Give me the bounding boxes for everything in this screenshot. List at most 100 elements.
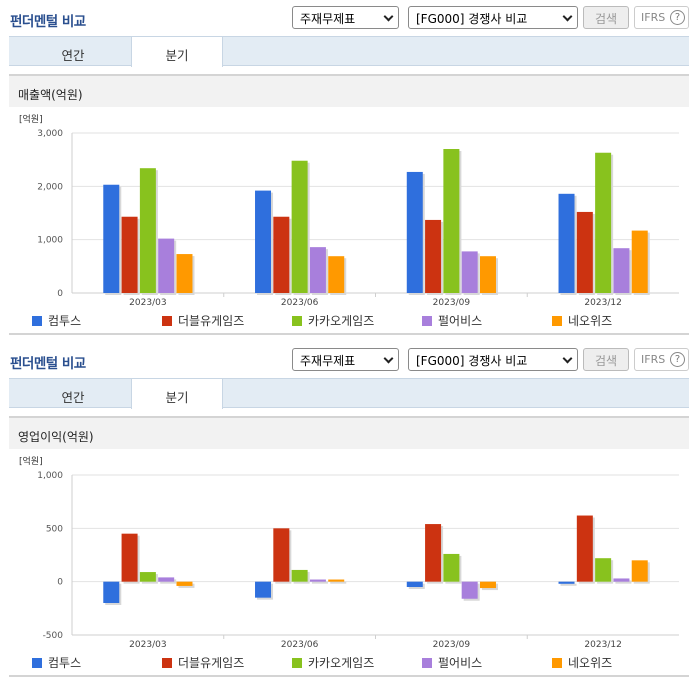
statement-type-select[interactable]: 주재무제표 — [292, 348, 399, 371]
legend-item[interactable]: 컴투스 — [32, 654, 81, 671]
legend-swatch — [292, 316, 302, 326]
unit-label: [억원] — [19, 455, 43, 467]
section-title: 매출액(억원) — [9, 74, 689, 107]
bar-더블유게임즈 — [576, 211, 593, 293]
bar-더블유게임즈 — [576, 515, 593, 582]
legend-item[interactable]: 카카오게임즈 — [292, 312, 374, 329]
bar-컴투스 — [255, 190, 272, 293]
bar-펄어비스 — [613, 248, 630, 293]
legend-label: 컴투스 — [48, 314, 82, 328]
bar-shadow — [330, 581, 347, 584]
legend-label: 펄어비스 — [438, 314, 483, 328]
legend-label: 컴투스 — [48, 656, 82, 670]
tab-quarterly[interactable]: 분기 — [131, 379, 223, 409]
x-tick-label: 2023/06 — [281, 298, 319, 307]
bar-카카오게임즈 — [443, 553, 460, 582]
bar-네오위즈 — [631, 560, 648, 582]
bar-네오위즈 — [631, 230, 648, 293]
bar-펄어비스 — [309, 579, 326, 582]
chart-legend: 컴투스 더블유게임즈 카카오게임즈 펄어비스 네오위즈 — [9, 652, 689, 672]
y-tick-label: 0 — [57, 289, 63, 299]
peer-group-value: [FG000] 경쟁사 비교 — [416, 354, 528, 368]
legend-swatch — [32, 316, 42, 326]
legend-swatch — [552, 658, 562, 668]
legend-label: 네오위즈 — [568, 314, 613, 328]
tab-annual[interactable]: 연간 — [61, 48, 85, 63]
legend-item[interactable]: 펄어비스 — [422, 312, 482, 329]
legend-item[interactable]: 카카오게임즈 — [292, 654, 374, 671]
legend-label: 더블유게임즈 — [178, 656, 245, 670]
peer-group-select[interactable]: [FG000] 경쟁사 비교 — [408, 348, 578, 371]
y-tick-label: 1,000 — [37, 236, 63, 246]
y-tick-label: 500 — [46, 524, 63, 534]
legend-item[interactable]: 펄어비스 — [422, 654, 482, 671]
x-tick-label: 2023/12 — [584, 640, 621, 649]
x-tick-label: 2023/09 — [433, 298, 471, 307]
chevron-down-icon — [383, 353, 394, 364]
legend-item[interactable]: 컴투스 — [32, 312, 81, 329]
bar-카카오게임즈 — [139, 572, 156, 582]
bar-네오위즈 — [328, 579, 345, 582]
search-button[interactable]: 검색 — [583, 6, 629, 29]
legend-label: 네오위즈 — [568, 656, 613, 670]
legend-label: 카카오게임즈 — [308, 656, 375, 670]
bar-카카오게임즈 — [595, 152, 612, 293]
bar-네오위즈 — [479, 256, 496, 293]
bar-컴투스 — [103, 184, 120, 293]
help-icon[interactable]: ? — [670, 352, 685, 367]
statement-type-value: 주재무제표 — [300, 12, 356, 26]
bar-펄어비스 — [309, 247, 326, 293]
statement-type-select[interactable]: 주재무제표 — [292, 6, 399, 29]
ifrs-button[interactable]: IFRS ? — [634, 6, 689, 29]
bar-카카오게임즈 — [291, 569, 308, 582]
legend-item[interactable]: 더블유게임즈 — [162, 654, 244, 671]
panel-title: 펀더멘털 비교 — [10, 356, 86, 372]
y-tick-label: 1,000 — [37, 471, 63, 481]
bar-네오위즈 — [479, 581, 496, 589]
divider — [9, 675, 689, 677]
x-tick-label: 2023/12 — [584, 298, 621, 307]
ifrs-label: IFRS — [641, 11, 666, 24]
ifrs-button[interactable]: IFRS ? — [634, 348, 689, 371]
bar-카카오게임즈 — [139, 168, 156, 293]
bar-더블유게임즈 — [121, 533, 138, 582]
divider — [9, 333, 689, 335]
period-tabs: 연간 분기 — [9, 378, 689, 409]
bar-컴투스 — [255, 581, 272, 598]
legend-swatch — [32, 658, 42, 668]
bar-더블유게임즈 — [425, 219, 442, 293]
section-title: 영업이익(억원) — [9, 416, 689, 449]
legend-label: 카카오게임즈 — [308, 314, 375, 328]
legend-label: 더블유게임즈 — [178, 314, 245, 328]
bar-네오위즈 — [176, 254, 193, 293]
legend-item[interactable]: 네오위즈 — [552, 654, 612, 671]
legend-swatch — [552, 316, 562, 326]
panel-header: 펀더멘털 비교 주재무제표 [FG000] 경쟁사 비교 검색 IFRS ? — [0, 0, 696, 34]
x-tick-label: 2023/06 — [281, 640, 319, 649]
legend-item[interactable]: 네오위즈 — [552, 312, 612, 329]
bar-펄어비스 — [158, 238, 175, 293]
x-tick-label: 2023/03 — [129, 640, 166, 649]
tab-annual[interactable]: 연간 — [61, 390, 85, 405]
bar-펄어비스 — [613, 578, 630, 582]
search-button[interactable]: 검색 — [583, 348, 629, 371]
legend-swatch — [162, 316, 172, 326]
bar-펄어비스 — [461, 581, 478, 599]
legend-item[interactable]: 더블유게임즈 — [162, 312, 244, 329]
bar-네오위즈 — [328, 256, 345, 293]
peer-group-value: [FG000] 경쟁사 비교 — [416, 12, 528, 26]
x-tick-label: 2023/09 — [433, 640, 471, 649]
bar-펄어비스 — [461, 251, 478, 293]
bar-더블유게임즈 — [273, 216, 290, 293]
y-tick-label: 3,000 — [37, 129, 63, 139]
y-tick-label: 0 — [57, 578, 63, 588]
legend-swatch — [422, 658, 432, 668]
legend-swatch — [292, 658, 302, 668]
tab-quarterly[interactable]: 분기 — [131, 37, 223, 67]
chevron-down-icon — [562, 11, 573, 22]
bar-카카오게임즈 — [595, 558, 612, 582]
bar-더블유게임즈 — [121, 216, 138, 293]
bar-카카오게임즈 — [443, 149, 460, 293]
help-icon[interactable]: ? — [670, 10, 685, 25]
peer-group-select[interactable]: [FG000] 경쟁사 비교 — [408, 6, 578, 29]
